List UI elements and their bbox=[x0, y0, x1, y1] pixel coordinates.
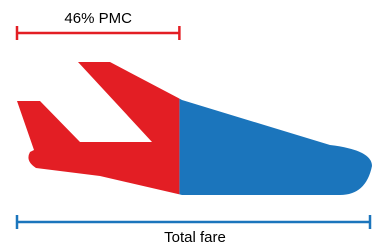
plane-rest bbox=[17, 62, 372, 195]
infographic: 46% PMC Total fare bbox=[0, 0, 374, 249]
share-bracket bbox=[17, 26, 179, 40]
total-bracket bbox=[17, 215, 370, 229]
share-label: 46% PMC bbox=[64, 10, 132, 27]
plane bbox=[17, 62, 372, 195]
total-label: Total fare bbox=[164, 229, 226, 246]
